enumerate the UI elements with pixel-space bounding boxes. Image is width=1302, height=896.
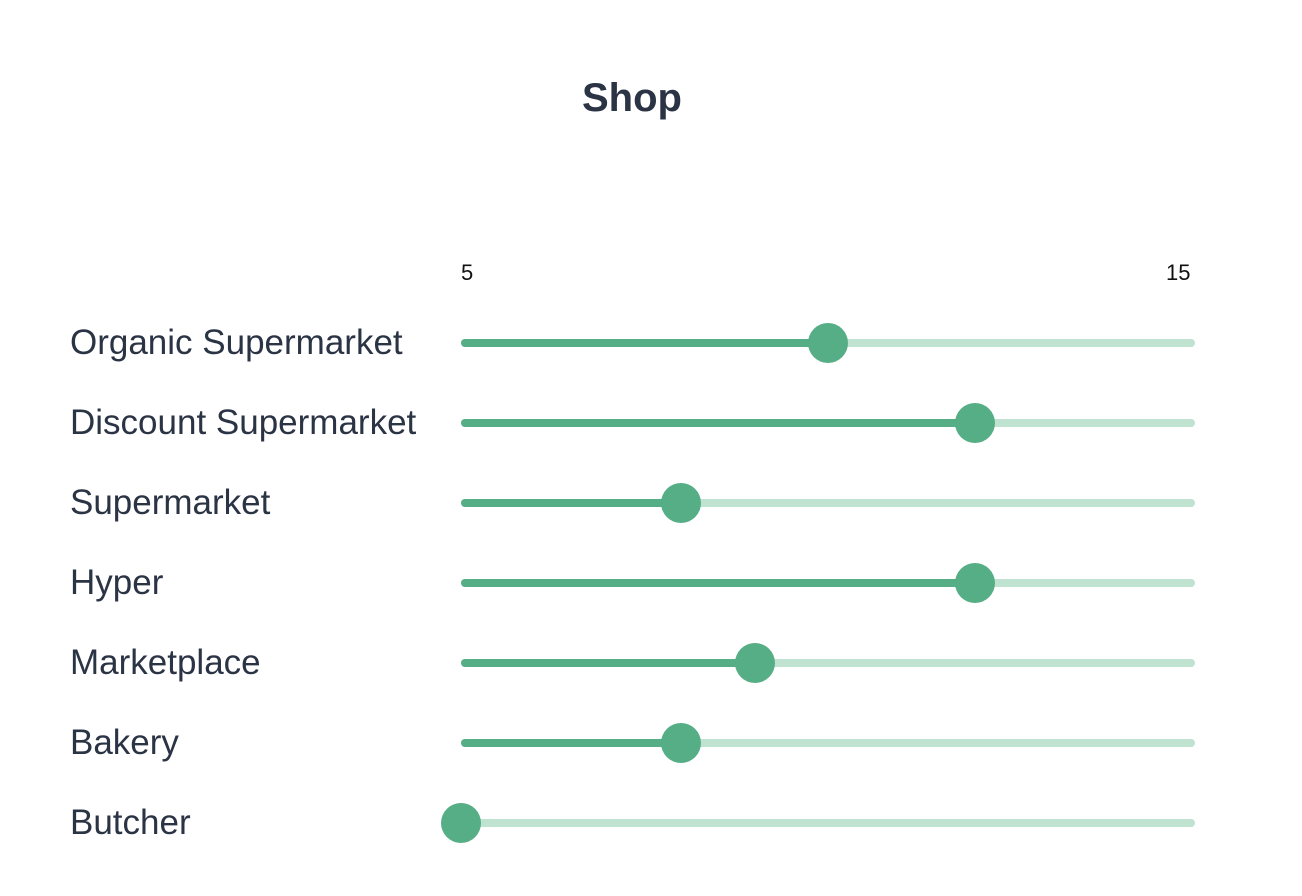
slider-row: Supermarket — [0, 463, 1302, 543]
slider-track[interactable] — [461, 563, 1195, 603]
slider-row: Marketplace — [0, 623, 1302, 703]
slider-label: Organic Supermarket — [70, 323, 403, 362]
slider-track[interactable] — [461, 723, 1195, 763]
scale-min-label: 5 — [461, 260, 474, 285]
slider-track[interactable] — [461, 403, 1195, 443]
slider-fill — [461, 419, 975, 427]
slider-row: Hyper — [0, 543, 1302, 623]
slider-track[interactable] — [461, 483, 1195, 523]
slider-thumb[interactable] — [661, 723, 702, 763]
scale-max-label: 15 — [1166, 260, 1191, 285]
slider-label: Marketplace — [70, 643, 261, 682]
slider-row: Butcher — [0, 783, 1302, 863]
slider-row: Discount Supermarket — [0, 383, 1302, 463]
slider-thumb[interactable] — [808, 323, 848, 363]
slider-label: Butcher — [70, 803, 191, 842]
slider-fill — [461, 499, 682, 507]
slider-fill — [461, 339, 828, 347]
slider-track[interactable] — [441, 803, 1195, 843]
slider-thumb[interactable] — [954, 563, 995, 603]
slider-thumb[interactable] — [734, 643, 775, 683]
slider-label: Hyper — [70, 563, 164, 602]
slider-track[interactable] — [461, 643, 1195, 683]
slider-thumb[interactable] — [441, 803, 481, 843]
slider-label: Discount Supermarket — [70, 403, 417, 442]
slider-fill — [461, 659, 755, 667]
slider-row: Bakery — [0, 703, 1302, 783]
page-title: Shop — [582, 76, 682, 120]
slider-fill — [461, 579, 975, 587]
slider-track[interactable] — [461, 323, 1195, 363]
slider-label: Supermarket — [70, 483, 271, 522]
slider-label: Bakery — [70, 723, 179, 762]
slider-list: Organic Supermarket Discount Supermarket… — [0, 303, 1302, 863]
slider-thumb[interactable] — [661, 483, 702, 523]
slider-fill — [461, 739, 682, 747]
slider-thumb[interactable] — [954, 403, 995, 443]
slider-row: Organic Supermarket — [0, 303, 1302, 383]
